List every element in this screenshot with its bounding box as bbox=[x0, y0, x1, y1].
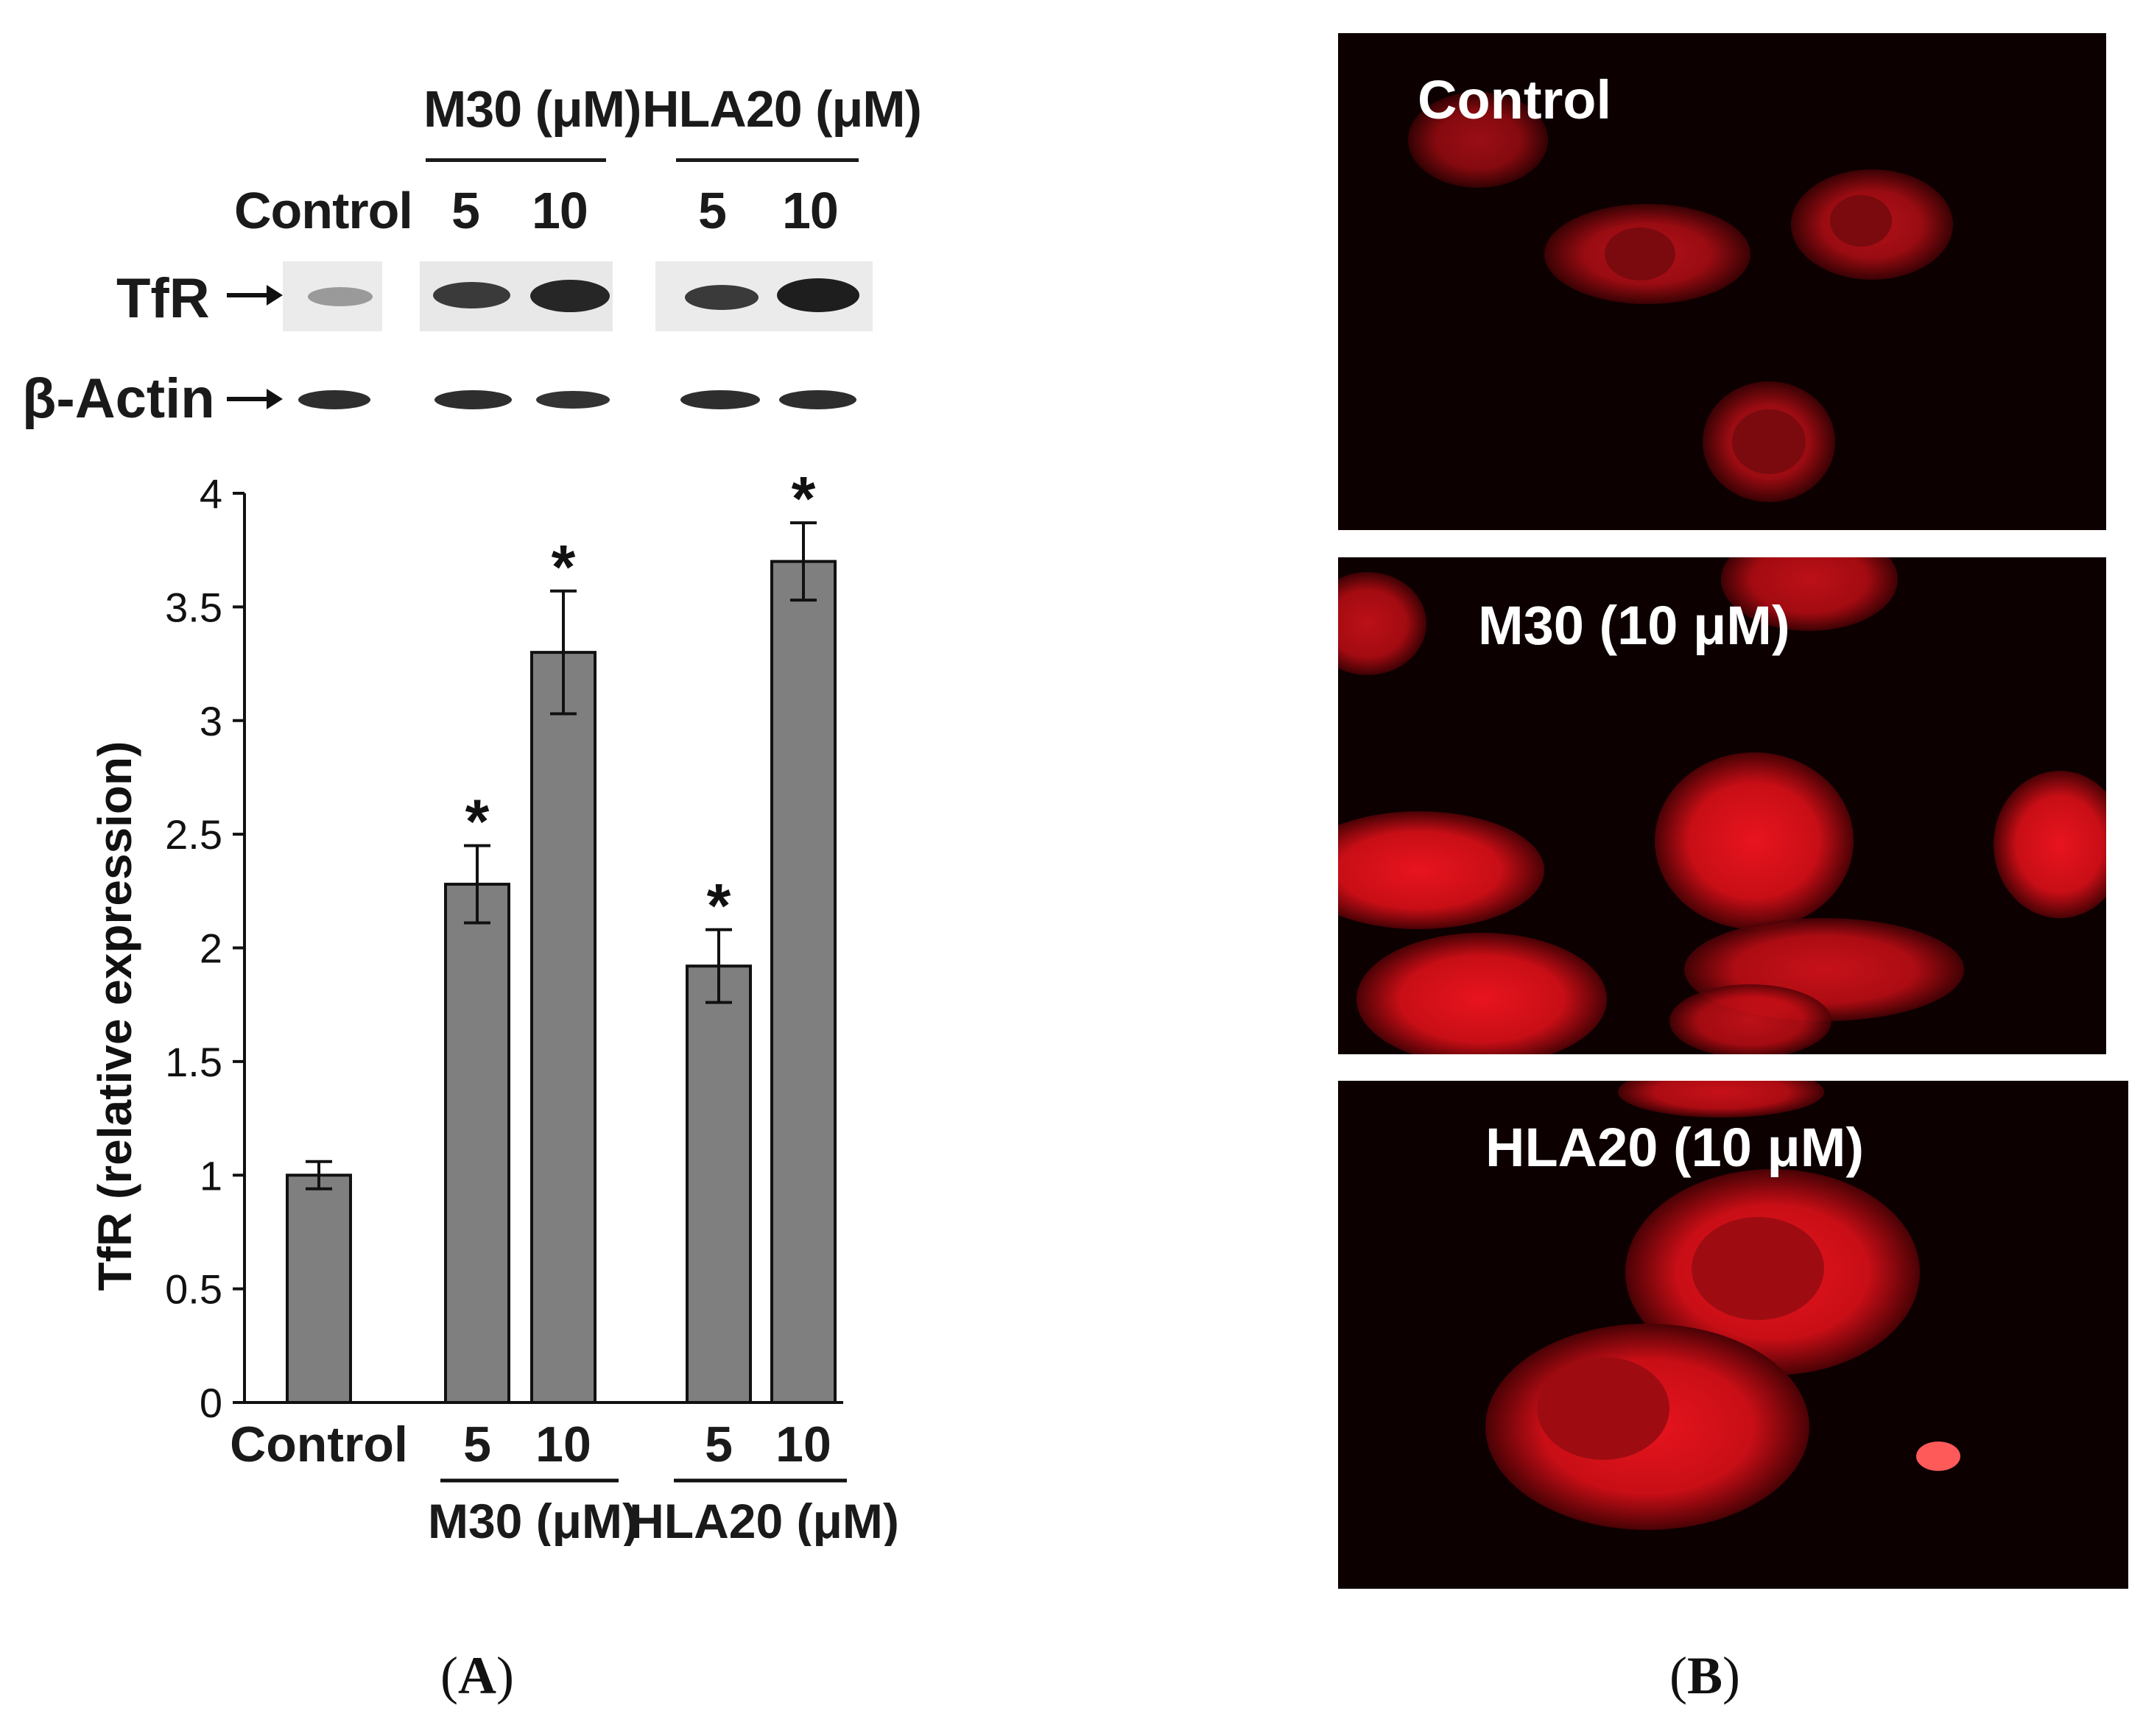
actin-band-hla20-5 bbox=[680, 390, 760, 409]
bar bbox=[444, 883, 510, 1404]
y-axis-label: TfR (relative expression) bbox=[88, 741, 141, 1291]
blot-lane-label-control: Control bbox=[234, 182, 413, 239]
panel-b-caption: (B) bbox=[1669, 1646, 1740, 1705]
hla20-cells-image bbox=[1485, 1081, 1960, 1530]
blot-row-label-actin: β-Actin bbox=[22, 367, 215, 430]
fluorescence-image-hla20: HLA20 (10 μM) bbox=[1338, 1081, 2128, 1589]
actin-band-m30-5 bbox=[434, 390, 512, 409]
x-tick-label: 10 bbox=[775, 1416, 831, 1472]
significance-marker: * bbox=[552, 532, 576, 601]
bar bbox=[530, 651, 597, 1404]
blot-group-rule-m30 bbox=[426, 158, 606, 162]
blot-group-rule-hla20 bbox=[676, 158, 859, 162]
control-cells-image bbox=[1408, 92, 1953, 502]
x-tick-label: 10 bbox=[535, 1416, 591, 1472]
x-group-label: M30 (μM) bbox=[428, 1494, 638, 1546]
blot-lane-label-hla20-5: 5 bbox=[698, 182, 727, 239]
panel-label-control: Control bbox=[1418, 69, 1612, 130]
panel-label-m30: M30 (10 μM) bbox=[1478, 595, 1790, 656]
x-group-label: HLA20 (μM) bbox=[629, 1494, 899, 1546]
bar bbox=[770, 560, 837, 1404]
blot-group-label-hla20: HLA20 (μM) bbox=[642, 80, 922, 138]
x-tick-label: Control bbox=[230, 1416, 408, 1472]
x-tick-label: 5 bbox=[705, 1416, 733, 1472]
actin-band-m30-10 bbox=[536, 391, 610, 409]
panel-label-hla20: HLA20 (10 μM) bbox=[1485, 1117, 1865, 1178]
panel-a-caption: (A) bbox=[440, 1646, 514, 1705]
blot-lane-label-m30-5: 5 bbox=[451, 182, 480, 239]
y-tick-label: 3.5 bbox=[165, 584, 222, 630]
blot-row-label-tfr: TfR bbox=[116, 267, 210, 330]
significance-marker: * bbox=[465, 787, 490, 856]
y-tick-label: 2 bbox=[200, 925, 222, 972]
y-tick-label: 3 bbox=[200, 698, 222, 744]
tfr-band-control bbox=[308, 287, 373, 306]
tfr-arrow-icon bbox=[227, 285, 283, 306]
blot-lane-label-hla20-10: 10 bbox=[782, 182, 839, 239]
tfr-band-m30-10 bbox=[530, 280, 610, 312]
tfr-bar-chart: 0 0.5 1 1.5 2 2.5 3 3.5 4 Control 5 10 5 10 M30 (μM)HL… bbox=[88, 464, 899, 1546]
m30-cells-image bbox=[1338, 557, 2106, 1054]
blot-group-label-m30: M30 (μM) bbox=[423, 80, 641, 138]
y-tick-label: 1.5 bbox=[165, 1039, 222, 1085]
significance-marker: * bbox=[707, 871, 731, 940]
tfr-band-hla20-10 bbox=[777, 278, 859, 312]
tfr-band-hla20-5 bbox=[685, 285, 759, 310]
actin-band-hla20-10 bbox=[779, 390, 856, 409]
actin-band-control bbox=[298, 390, 370, 409]
bar bbox=[286, 1174, 352, 1404]
bar bbox=[686, 964, 752, 1404]
y-tick-label: 0 bbox=[200, 1380, 222, 1426]
y-tick-label: 1 bbox=[200, 1152, 222, 1199]
actin-arrow-icon bbox=[227, 389, 283, 409]
tfr-band-m30-5 bbox=[433, 282, 510, 308]
fluorescence-image-control: Control bbox=[1338, 33, 2106, 530]
significance-marker: * bbox=[792, 464, 816, 533]
fluorescence-image-m30: M30 (10 μM) bbox=[1338, 557, 2106, 1054]
blot-lane-label-m30-10: 10 bbox=[532, 182, 588, 239]
y-tick-label: 2.5 bbox=[165, 811, 222, 858]
y-tick-label: 4 bbox=[200, 470, 222, 517]
x-tick-label: 5 bbox=[463, 1416, 491, 1472]
y-tick-label: 0.5 bbox=[165, 1266, 222, 1313]
